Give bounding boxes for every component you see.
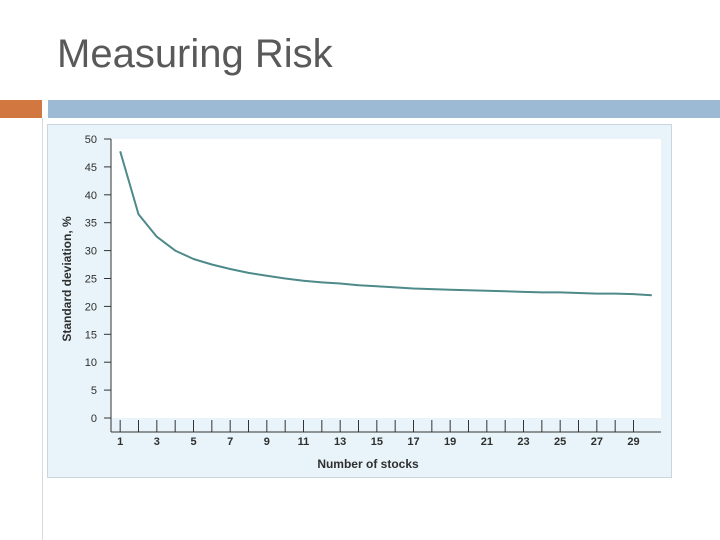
y-tick-label: 50 bbox=[85, 134, 97, 146]
series-group bbox=[119, 151, 652, 297]
title-accent-bar-blue bbox=[48, 100, 720, 118]
y-axis-label: Standard deviation, % bbox=[60, 216, 74, 342]
x-tick-label: 1 bbox=[117, 436, 123, 448]
y-tick-label: 25 bbox=[85, 274, 97, 286]
x-tick-label: 3 bbox=[154, 436, 160, 448]
x-tick-label: 7 bbox=[227, 436, 233, 448]
x-tick-label: 17 bbox=[407, 436, 419, 448]
y-tick-label: 40 bbox=[85, 190, 97, 202]
x-tick-label: 27 bbox=[591, 436, 603, 448]
series-line bbox=[119, 151, 652, 297]
title-accent-bar-orange bbox=[0, 100, 42, 118]
slide-title: Measuring Risk bbox=[57, 32, 333, 76]
x-tick-label: 9 bbox=[264, 436, 270, 448]
x-tick-label: 19 bbox=[444, 436, 456, 448]
x-tick-label: 29 bbox=[627, 436, 639, 448]
y-tick-label: 20 bbox=[85, 301, 97, 313]
slide-frame-line bbox=[42, 118, 43, 540]
y-tick-label: 45 bbox=[85, 162, 97, 174]
x-tick-label: 23 bbox=[517, 436, 529, 448]
x-tick-label: 25 bbox=[554, 436, 566, 448]
axes bbox=[110, 139, 661, 433]
chart-figure: 0 5 10 15 20 25 30 35 40 45 50 1 3 5 7 9 11 13 15 17 19 21 23 2… bbox=[47, 124, 672, 478]
y-tick-label: 35 bbox=[85, 218, 97, 230]
y-tick-label: 10 bbox=[85, 357, 97, 369]
x-tick-label: 11 bbox=[298, 436, 310, 448]
y-tick-label: 15 bbox=[85, 329, 97, 341]
plot-area bbox=[111, 139, 661, 418]
x-tick-label: 5 bbox=[190, 436, 196, 448]
x-tick-label: 21 bbox=[481, 436, 493, 448]
x-axis-label: Number of stocks bbox=[317, 457, 419, 471]
y-tick-label: 30 bbox=[85, 246, 97, 258]
y-tick-label: 0 bbox=[91, 413, 97, 425]
y-tick-label: 5 bbox=[91, 385, 97, 397]
x-tick-label: 13 bbox=[334, 436, 346, 448]
x-tick-label: 15 bbox=[371, 436, 383, 448]
